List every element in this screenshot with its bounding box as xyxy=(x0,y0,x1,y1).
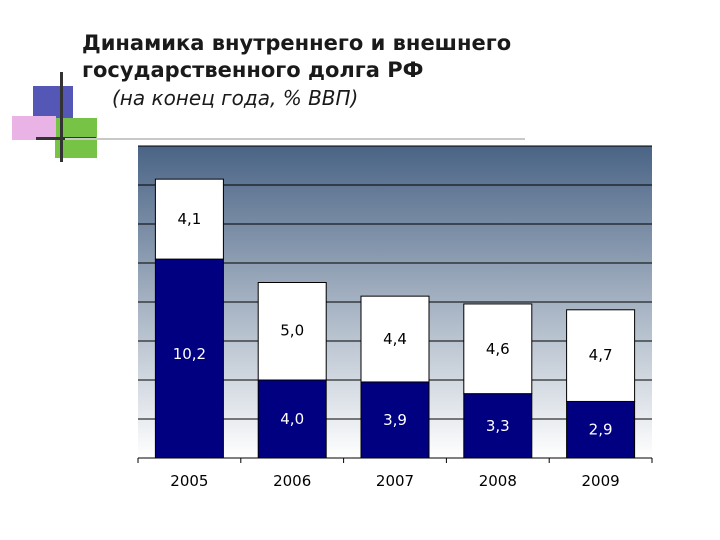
bar-upper-2005 xyxy=(154,178,224,260)
chart-subtitle: (на конец года, % ВВП) xyxy=(112,86,359,110)
bar-lower-2009 xyxy=(566,400,636,459)
data-label-upper-2005: 4,1 xyxy=(177,210,201,228)
bar-upper-2009 xyxy=(566,309,636,402)
bar-lower-2005 xyxy=(154,258,224,459)
deco-pink-square xyxy=(12,116,56,140)
data-label-lower-2007: 3,9 xyxy=(383,411,407,429)
chart-title-block: Динамика внутреннего и внешнего государс… xyxy=(82,30,682,112)
data-label-upper-2008: 4,6 xyxy=(486,340,510,358)
data-label-lower-2009: 2,9 xyxy=(589,421,613,439)
title-underline xyxy=(65,138,525,140)
data-label-upper-2009: 4,7 xyxy=(589,346,613,364)
chart-title-line-1: Динамика внутреннего и внешнего xyxy=(82,31,512,55)
data-label-upper-2006: 5,0 xyxy=(280,322,304,340)
data-label-lower-2006: 4,0 xyxy=(280,410,304,428)
x-tick-label-2005: 2005 xyxy=(170,472,208,490)
data-label-upper-2007: 4,4 xyxy=(383,330,407,348)
x-tick-label-2007: 2007 xyxy=(376,472,414,490)
data-label-lower-2005: 10,2 xyxy=(173,345,206,363)
data-label-lower-2008: 3,3 xyxy=(486,417,510,435)
x-tick-label-2009: 2009 xyxy=(582,472,620,490)
deco-vertical-line xyxy=(60,72,63,162)
bar-lower-2006 xyxy=(257,379,327,459)
x-tick-label-2006: 2006 xyxy=(273,472,311,490)
bar-upper-2006 xyxy=(257,282,327,381)
x-tick-label-2008: 2008 xyxy=(479,472,517,490)
chart-title-line-2: государственного долга РФ xyxy=(82,58,424,82)
bar-upper-2008 xyxy=(463,303,533,395)
bar-lower-2007 xyxy=(360,381,430,459)
bar-upper-2007 xyxy=(360,295,430,383)
